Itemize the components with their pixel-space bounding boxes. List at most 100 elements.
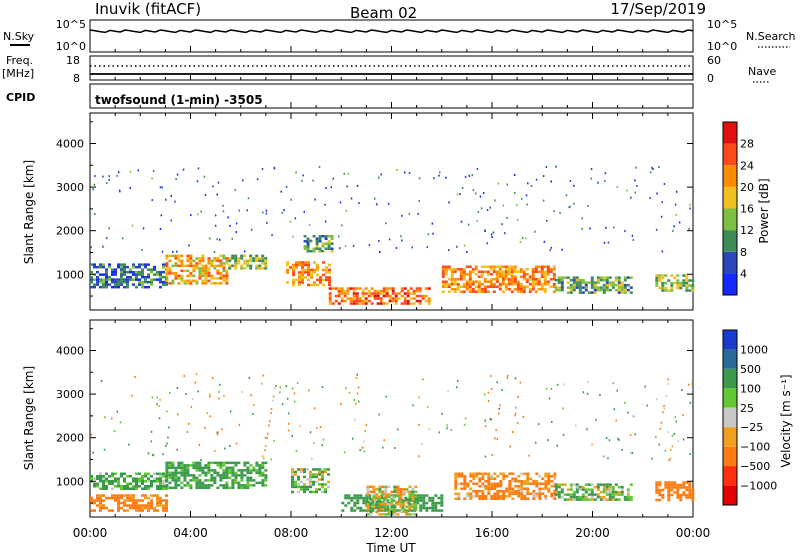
range-cell — [502, 490, 506, 493]
range-cell — [465, 273, 469, 276]
range-cell — [480, 275, 484, 278]
range-cell — [517, 492, 521, 495]
range-cell — [362, 499, 366, 502]
range-cell — [147, 268, 150, 271]
scatter-cell — [438, 431, 440, 434]
range-cell — [399, 503, 403, 506]
range-cell — [531, 278, 535, 281]
range-cell — [168, 259, 172, 263]
scatter-cell — [151, 396, 154, 399]
scatter-cell — [681, 389, 683, 392]
range-cell — [611, 485, 615, 489]
range-cell — [162, 482, 165, 485]
range-cell — [255, 259, 259, 263]
scatter-cell — [658, 166, 660, 168]
range-cell — [99, 506, 102, 510]
range-cell — [502, 495, 506, 498]
range-cell — [132, 499, 135, 502]
range-cell — [578, 498, 582, 501]
range-cell — [596, 483, 600, 486]
range-cell — [162, 472, 165, 475]
scatter-cell — [198, 443, 200, 446]
scatter-cell — [438, 174, 440, 177]
range-cell — [198, 269, 202, 273]
range-cell — [578, 278, 582, 282]
range-cell — [159, 496, 162, 500]
range-cell — [231, 471, 235, 475]
range-cell — [216, 257, 220, 260]
scatter-cell — [675, 420, 677, 423]
range-cell — [144, 278, 147, 281]
range-cell — [393, 508, 397, 511]
scatter-cell — [387, 202, 390, 205]
range-cell — [330, 250, 334, 253]
range-cell — [99, 509, 102, 512]
range-cell — [465, 288, 469, 291]
range-cell — [198, 267, 202, 270]
scatter-cell — [545, 166, 548, 168]
range-cell — [528, 283, 532, 286]
range-cell — [593, 281, 597, 284]
range-cell — [353, 504, 357, 507]
range-cell — [222, 269, 226, 273]
range-cell — [141, 268, 144, 271]
range-cell — [120, 275, 123, 279]
range-cell — [538, 497, 542, 500]
range-cell — [192, 466, 196, 470]
range-cell — [99, 472, 102, 475]
range-cell — [162, 499, 165, 502]
range-cell — [216, 272, 220, 275]
range-cell — [378, 498, 382, 501]
range-cell — [682, 274, 686, 277]
range-cell — [472, 495, 476, 498]
range-cell — [204, 486, 208, 490]
range-cell — [620, 281, 624, 284]
scatter-cell — [312, 179, 314, 182]
range-cell — [409, 302, 413, 305]
range-cell — [150, 270, 153, 274]
scatter-cell — [385, 222, 387, 225]
range-cell — [385, 302, 389, 305]
range-cell — [390, 503, 394, 506]
range-cell — [231, 264, 235, 268]
range-cell — [96, 475, 99, 478]
range-cell — [617, 281, 621, 284]
range-cell — [216, 464, 220, 467]
range-cell — [99, 265, 102, 269]
range-cell — [513, 268, 517, 271]
range-cell — [578, 283, 582, 287]
scatter-cell — [190, 406, 193, 409]
range-cell — [388, 297, 392, 300]
range-cell — [477, 283, 481, 286]
scatter-cell — [605, 437, 608, 439]
range-cell — [237, 469, 241, 472]
range-cell — [688, 289, 692, 292]
range-cell — [174, 469, 178, 472]
range-cell — [316, 268, 319, 272]
range-cell — [291, 483, 294, 486]
range-cell — [532, 497, 536, 500]
range-cell — [132, 485, 135, 488]
range-cell — [307, 271, 310, 274]
range-cell — [688, 483, 692, 487]
range-cell — [180, 259, 184, 263]
range-cell — [312, 473, 315, 476]
range-cell — [198, 466, 202, 470]
range-cell — [401, 499, 405, 502]
range-cell — [225, 257, 229, 260]
range-cell — [99, 477, 102, 480]
range-cell — [596, 488, 600, 491]
range-cell — [403, 297, 407, 300]
range-cell — [478, 497, 482, 500]
range-cell — [412, 302, 416, 305]
range-cell — [543, 288, 547, 291]
scatter-cell — [607, 241, 610, 244]
range-cell — [237, 259, 241, 263]
scatter-cell — [535, 178, 538, 181]
range-cell — [298, 273, 301, 277]
range-cell — [126, 278, 129, 281]
range-cell — [428, 506, 432, 510]
range-cell — [313, 281, 316, 284]
scatter-cell — [396, 169, 398, 172]
range-cell — [516, 290, 520, 293]
